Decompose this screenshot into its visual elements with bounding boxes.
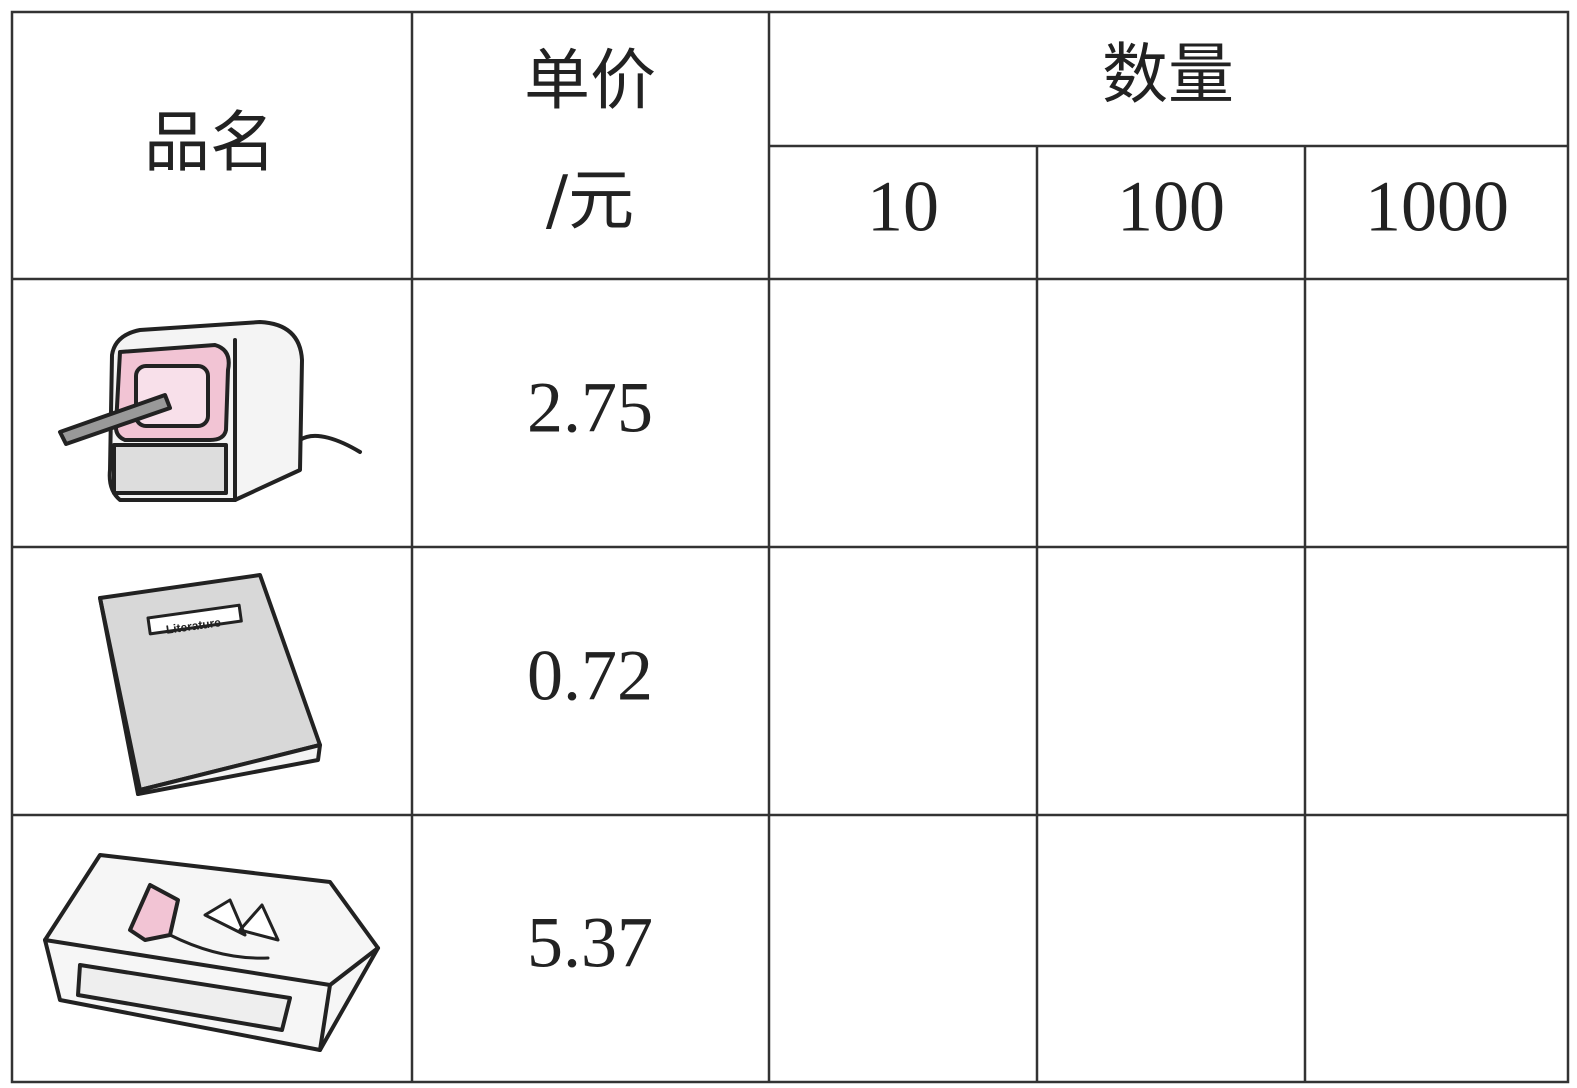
table-grid — [10, 10, 1570, 1084]
quantity-label: 1000 — [1365, 167, 1509, 247]
price-cell: 5.37 — [527, 903, 653, 983]
quantity-label: 100 — [1117, 167, 1225, 247]
sharpener-icon — [58, 320, 362, 502]
price-cell: 2.75 — [527, 368, 653, 448]
book-icon: Literature — [98, 573, 322, 796]
header-name: 品名 — [144, 104, 276, 181]
header-price-unit: /元 — [546, 162, 634, 239]
header-price: 单价 — [524, 42, 656, 119]
pencil-box-icon — [43, 853, 380, 1052]
header-quantity: 数量 — [1102, 36, 1234, 113]
quantity-label: 10 — [867, 167, 939, 247]
price-cell: 0.72 — [527, 636, 653, 716]
